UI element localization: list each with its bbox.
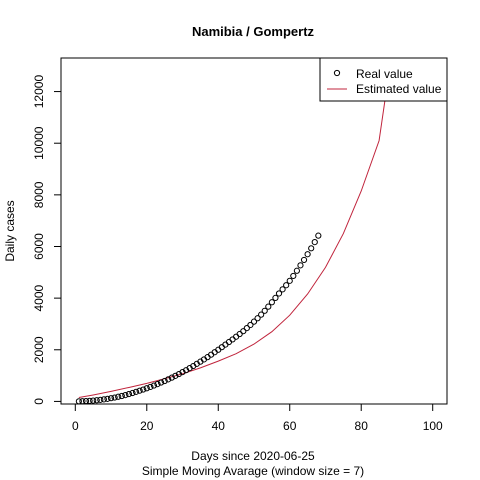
- plot-area: [75, 91, 387, 404]
- legend: Real value Estimated value: [319, 57, 448, 102]
- real-value-point: [111, 394, 118, 401]
- x-tick-label: 60: [283, 419, 297, 433]
- real-value-point: [172, 372, 179, 379]
- real-value-point: [125, 390, 133, 398]
- real-value-point: [122, 391, 129, 399]
- real-value-point: [250, 318, 258, 325]
- real-value-point: [100, 396, 107, 403]
- plot-frame: [60, 57, 448, 405]
- y-axis-label: Daily cases: [3, 200, 17, 261]
- real-value-point: [308, 245, 315, 252]
- real-value-point: [147, 383, 154, 391]
- real-value-point: [297, 262, 304, 269]
- real-value-point: [265, 303, 272, 310]
- real-value-point: [275, 290, 283, 297]
- x-axis-label: Days since 2020-06-25: [191, 449, 315, 463]
- y-tick-label: 6000: [32, 233, 46, 260]
- real-value-point: [150, 382, 158, 389]
- real-value-point: [243, 324, 250, 332]
- real-value-point: [93, 397, 100, 404]
- real-value-point: [115, 393, 122, 400]
- real-value-point: [311, 239, 318, 246]
- real-value-point: [240, 328, 247, 335]
- y-axis: 0 2000 4000 6000 8000 10000 12000: [32, 75, 62, 405]
- real-value-point: [290, 272, 297, 280]
- chart-title: Namibia / Gompertz: [192, 24, 315, 39]
- real-value-point: [283, 282, 290, 289]
- y-tick-label: 2000: [32, 336, 46, 363]
- real-series: [75, 232, 322, 404]
- y-tick-label: 4000: [32, 284, 46, 311]
- x-axis: 0 20 40 60 80 100: [72, 403, 443, 433]
- real-value-point: [272, 294, 279, 301]
- y-tick-label: 10000: [32, 126, 46, 160]
- x-tick-label: 80: [355, 419, 369, 433]
- real-value-point: [218, 344, 225, 351]
- real-value-point: [90, 397, 97, 404]
- real-value-point: [129, 389, 136, 397]
- x-tick-label: 20: [140, 419, 154, 433]
- real-value-point: [247, 321, 254, 329]
- real-value-point: [104, 395, 111, 402]
- legend-entry-real: Real value: [356, 67, 413, 81]
- x-tick-label: 0: [72, 419, 79, 433]
- real-value-point: [86, 397, 93, 404]
- real-value-point: [161, 377, 168, 385]
- x-tick-label: 40: [212, 419, 226, 433]
- real-value-point: [97, 396, 104, 403]
- x-axis-sublabel: Simple Moving Avarage (window size = 7): [142, 464, 364, 478]
- legend-entry-estimated: Estimated value: [356, 82, 442, 96]
- real-value-point: [143, 385, 150, 392]
- real-value-point: [132, 388, 140, 395]
- real-value-point: [233, 333, 240, 340]
- real-value-point: [168, 374, 175, 381]
- real-value-point: [222, 341, 229, 348]
- y-tick-label: 0: [32, 398, 46, 405]
- real-value-point: [258, 311, 265, 318]
- real-value-point: [157, 379, 165, 386]
- real-value-point: [154, 381, 161, 388]
- real-value-point: [304, 251, 311, 258]
- real-value-point: [136, 387, 143, 394]
- x-tick-label: 100: [423, 419, 443, 433]
- real-value-point: [268, 299, 275, 306]
- real-value-point: [225, 338, 233, 346]
- real-value-point: [175, 370, 183, 378]
- real-value-point: [254, 315, 261, 322]
- estimated-value-line: [78, 91, 387, 399]
- real-value-point: [315, 232, 322, 239]
- real-value-point: [279, 286, 286, 293]
- estimated-series: [78, 91, 387, 399]
- real-value-point: [236, 330, 243, 338]
- real-value-point: [118, 392, 125, 400]
- legend-box: [319, 57, 448, 102]
- y-tick-label: 8000: [32, 181, 46, 208]
- real-value-point: [286, 277, 293, 284]
- legend-real-marker: [333, 69, 341, 77]
- real-value-point: [107, 395, 115, 402]
- real-value-point: [179, 369, 186, 376]
- real-value-point: [261, 307, 268, 314]
- y-tick-label: 12000: [32, 75, 46, 109]
- real-value-point: [229, 336, 236, 343]
- real-value-point: [300, 256, 308, 264]
- real-value-point: [165, 376, 172, 383]
- real-value-point: [140, 386, 147, 393]
- real-value-point: [293, 267, 300, 274]
